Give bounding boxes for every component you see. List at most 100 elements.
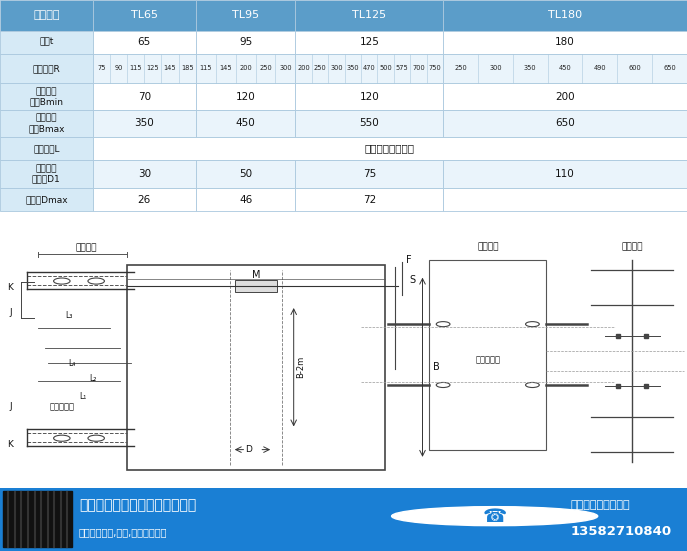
Text: 300: 300	[489, 66, 502, 72]
Bar	[0, 110, 93, 137]
Text: 72: 72	[363, 195, 376, 204]
Text: 250: 250	[454, 66, 467, 72]
Bar	[0, 31, 93, 54]
Text: TL180: TL180	[548, 10, 582, 20]
Text: D: D	[245, 445, 253, 454]
Bar	[93, 137, 687, 160]
Bar	[295, 83, 443, 110]
Text: TL125: TL125	[352, 10, 386, 20]
Text: 沧州汇川机床配件制造有限公司: 沧州汇川机床配件制造有限公司	[79, 498, 196, 512]
Bar	[196, 0, 295, 31]
Bar	[0, 83, 93, 110]
Bar	[93, 0, 196, 31]
Text: 650: 650	[663, 66, 676, 72]
Circle shape	[526, 382, 539, 387]
Bar	[93, 110, 196, 137]
Bar	[295, 0, 443, 31]
Bar	[196, 110, 295, 137]
Text: 450: 450	[236, 118, 256, 128]
Text: K: K	[8, 283, 13, 292]
Bar	[3, 491, 72, 547]
Bar	[196, 31, 295, 54]
Circle shape	[54, 435, 70, 441]
Text: 750: 750	[429, 66, 441, 72]
Text: 30: 30	[137, 169, 151, 179]
Text: L₂: L₂	[89, 374, 96, 383]
Bar	[0, 137, 93, 160]
Bar	[443, 54, 687, 83]
Text: 特殊联接: 特殊联接	[621, 242, 643, 251]
Text: 200: 200	[239, 66, 252, 72]
Text: K: K	[8, 440, 13, 449]
Bar	[0, 0, 93, 31]
Text: 拖链最大
宽度Bmax: 拖链最大 宽度Bmax	[28, 114, 65, 133]
Text: 75: 75	[363, 169, 376, 179]
Circle shape	[88, 435, 104, 441]
Text: 90: 90	[114, 66, 123, 72]
Text: L₁: L₁	[79, 392, 86, 401]
Text: 350: 350	[135, 118, 154, 128]
Bar	[93, 83, 196, 110]
Bar	[196, 188, 295, 211]
Bar	[196, 54, 295, 83]
Bar	[127, 264, 385, 470]
Bar	[295, 110, 443, 137]
Text: 120: 120	[236, 91, 256, 101]
Text: TL65: TL65	[131, 10, 158, 20]
Text: L₃: L₃	[65, 311, 72, 320]
Text: 间跪t: 间跪t	[39, 37, 54, 47]
Text: M: M	[251, 270, 260, 280]
Bar	[443, 110, 687, 137]
Text: 46: 46	[239, 195, 252, 204]
Bar	[295, 54, 443, 83]
Text: 标准联接: 标准联接	[477, 242, 499, 251]
Text: B-2m: B-2m	[296, 356, 305, 379]
Text: 主营：防护罩,拖链,机床导轨护板: 主营：防护罩,拖链,机床导轨护板	[79, 527, 168, 537]
Circle shape	[436, 322, 450, 327]
Text: 575: 575	[396, 66, 409, 72]
Text: J: J	[9, 402, 12, 411]
Text: 随动联接器: 随动联接器	[49, 402, 74, 411]
Text: 26: 26	[137, 195, 151, 204]
Text: 300: 300	[279, 66, 292, 72]
Text: 120: 120	[359, 91, 379, 101]
Bar	[93, 54, 196, 83]
Circle shape	[392, 507, 598, 526]
Text: 70: 70	[137, 91, 151, 101]
Bar	[93, 188, 196, 211]
Text: 700: 700	[412, 66, 425, 72]
Bar	[0, 160, 93, 188]
Text: 110: 110	[555, 169, 575, 179]
Text: 95: 95	[239, 37, 252, 47]
Text: 13582710840: 13582710840	[570, 526, 671, 538]
Text: 200: 200	[555, 91, 575, 101]
Text: TL95: TL95	[232, 10, 259, 20]
Bar	[295, 31, 443, 54]
Bar	[0, 54, 93, 83]
Bar	[196, 160, 295, 188]
Text: 180: 180	[555, 37, 575, 47]
Circle shape	[54, 278, 70, 284]
Text: 350: 350	[346, 66, 359, 72]
Text: 115: 115	[129, 66, 142, 72]
Text: 115: 115	[199, 66, 212, 72]
Bar	[93, 160, 196, 188]
Text: 75: 75	[97, 66, 106, 72]
Text: 支撑板最
大孔径D1: 支撑板最 大孔径D1	[32, 164, 60, 183]
Text: 200: 200	[297, 66, 310, 72]
Text: 50: 50	[239, 169, 252, 179]
Bar	[93, 31, 196, 54]
Text: 矩形孔Dmax: 矩形孔Dmax	[25, 195, 68, 204]
Text: 由用户按需要自定: 由用户按需要自定	[365, 143, 415, 153]
Text: L₄: L₄	[69, 359, 76, 368]
Text: 490: 490	[594, 66, 606, 72]
Bar	[295, 160, 443, 188]
Text: 145: 145	[164, 66, 177, 72]
Circle shape	[436, 382, 450, 387]
Text: B: B	[433, 362, 440, 372]
Circle shape	[526, 322, 539, 327]
Text: 拖链最小
宽度Bmin: 拖链最小 宽度Bmin	[30, 87, 63, 106]
Text: 650: 650	[555, 118, 575, 128]
Text: 300: 300	[330, 66, 343, 72]
Text: 550: 550	[359, 118, 379, 128]
